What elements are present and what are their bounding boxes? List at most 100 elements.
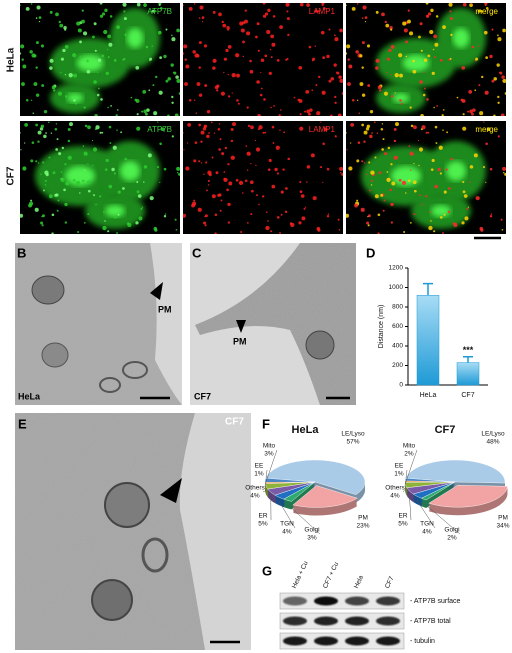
puncta [164,213,167,215]
puncta [108,125,112,129]
puncta [431,158,435,163]
puncta [240,28,245,33]
puncta [87,163,89,165]
puncta [143,3,147,7]
puncta [379,89,382,92]
puncta [442,25,446,30]
slice-value: 3% [264,451,274,458]
puncta [431,71,435,75]
puncta [99,3,103,5]
puncta [40,44,45,48]
puncta [57,199,60,202]
puncta [52,171,56,175]
em-label: HeLa [18,391,41,401]
puncta [387,146,391,150]
puncta [497,34,499,37]
puncta [219,138,222,141]
puncta [178,92,180,95]
puncta [92,164,94,167]
puncta [280,190,284,194]
slice-value: 2% [447,535,457,542]
puncta [469,165,474,169]
puncta [374,156,377,159]
puncta [91,139,94,142]
puncta [67,139,71,143]
puncta [413,213,416,216]
puncta [79,55,82,58]
puncta [41,224,44,227]
puncta [368,161,371,164]
puncta [206,134,210,139]
puncta [62,48,66,53]
puncta [375,58,380,63]
puncta [225,48,229,53]
band [345,636,369,646]
puncta [84,124,88,128]
puncta [484,3,487,7]
band [283,616,307,626]
puncta [321,90,326,95]
puncta [462,113,465,116]
puncta [405,192,407,194]
puncta [75,180,81,185]
puncta [298,221,302,225]
puncta [267,168,271,172]
puncta [211,194,216,199]
puncta [430,168,434,172]
puncta [484,90,489,95]
puncta [283,131,286,134]
puncta [30,159,34,163]
puncta [456,96,459,99]
puncta [256,80,260,84]
puncta [390,163,393,166]
puncta [377,232,380,234]
slice-label: TGN [280,521,294,528]
puncta [73,73,77,78]
puncta [183,213,187,218]
puncta [214,85,219,90]
puncta [285,3,290,7]
puncta [242,192,244,194]
puncta [135,65,140,70]
puncta [304,206,307,208]
puncta [77,28,82,33]
puncta [223,57,227,61]
puncta [359,82,364,86]
puncta [409,169,412,171]
puncta [434,125,438,129]
puncta [428,225,433,231]
em-label: PM [158,304,172,314]
slice-label: EE [395,463,404,470]
puncta [432,48,435,51]
puncta [227,45,232,49]
puncta [363,130,368,135]
puncta [356,199,359,202]
puncta [38,20,41,23]
puncta [299,181,302,184]
puncta [420,49,423,52]
puncta [29,50,33,54]
cell-core [452,28,470,48]
puncta [92,147,98,152]
puncta [363,140,366,143]
puncta [264,131,267,134]
puncta [230,155,235,160]
panel-letter: C [192,245,202,260]
puncta [473,153,478,158]
puncta [500,218,503,221]
puncta [307,3,309,5]
puncta [101,131,104,134]
puncta [475,57,479,61]
puncta [93,80,97,84]
puncta [176,28,180,33]
puncta [152,84,155,87]
arrowhead [150,282,163,300]
cell-core [446,161,466,181]
puncta [60,71,62,74]
puncta [86,69,91,74]
puncta [314,45,317,47]
puncta [87,213,90,216]
puncta [56,209,59,212]
puncta [142,89,147,94]
puncta [175,228,178,231]
